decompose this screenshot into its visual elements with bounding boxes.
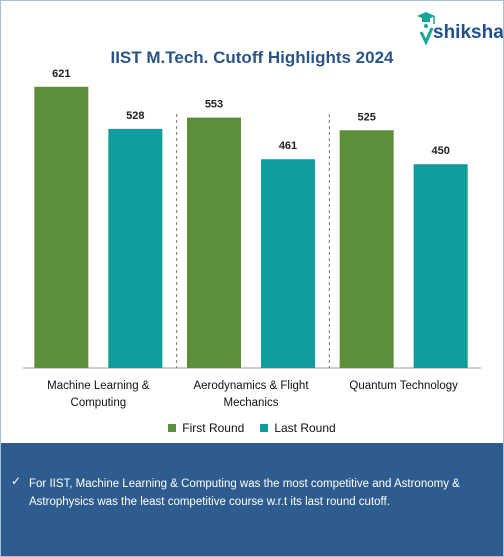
data-label-first-round-aerodynamics-and-flight-mechanics: 553	[205, 99, 223, 111]
data-label-first-round-quantum-technology: 525	[357, 111, 375, 123]
legend-item-first-round: First Round	[168, 421, 244, 435]
category-label-quantum-technology: Quantum Technology	[349, 380, 458, 392]
chart-legend: First Round Last Round	[1, 421, 503, 435]
brand-name: shiksha	[433, 22, 504, 43]
bar-last-round-machine-learning-and-computing	[108, 128, 163, 368]
data-label-last-round-machine-learning-and-computing: 528	[126, 110, 144, 122]
legend-swatch-first-round	[168, 424, 177, 432]
shiksha-logo: shiksha	[413, 7, 504, 47]
bar-first-round-quantum-technology	[339, 130, 394, 368]
data-label-last-round-quantum-technology: 450	[431, 145, 449, 157]
legend-label-last-round: Last Round	[274, 421, 336, 435]
legend-swatch-last-round	[260, 424, 269, 432]
summary-note: For IIST, Machine Learning & Computing w…	[29, 478, 460, 508]
bar-last-round-quantum-technology	[413, 164, 468, 368]
bar-first-round-aerodynamics-and-flight-mechanics	[187, 117, 241, 368]
data-label-first-round-machine-learning-and-computing: 621	[52, 68, 70, 80]
category-label-aerodynamics-and-flight-mechanics: Aerodynamics & Flight Mechanics	[193, 380, 309, 409]
bar-first-round-machine-learning-and-computing	[34, 86, 89, 369]
legend-item-last-round: Last Round	[260, 421, 336, 435]
category-label-machine-learning-and-computing: Machine Learning & Computing	[47, 380, 150, 409]
bar-chart: 621 528 553 461 525 450 Machine Learning & Com…	[23, 68, 481, 409]
check-icon: ✓	[11, 474, 22, 488]
bar-last-round-aerodynamics-and-flight-mechanics	[261, 159, 315, 368]
legend-label-first-round: First Round	[182, 421, 245, 435]
summary-footer: ✓ For IIST, Machine Learning & Computing…	[1, 443, 503, 556]
chart-title: IIST M.Tech. Cutoff Highlights 2024	[110, 48, 394, 67]
data-label-last-round-aerodynamics-and-flight-mechanics: 461	[279, 140, 297, 152]
graduation-cap-icon	[417, 12, 435, 46]
